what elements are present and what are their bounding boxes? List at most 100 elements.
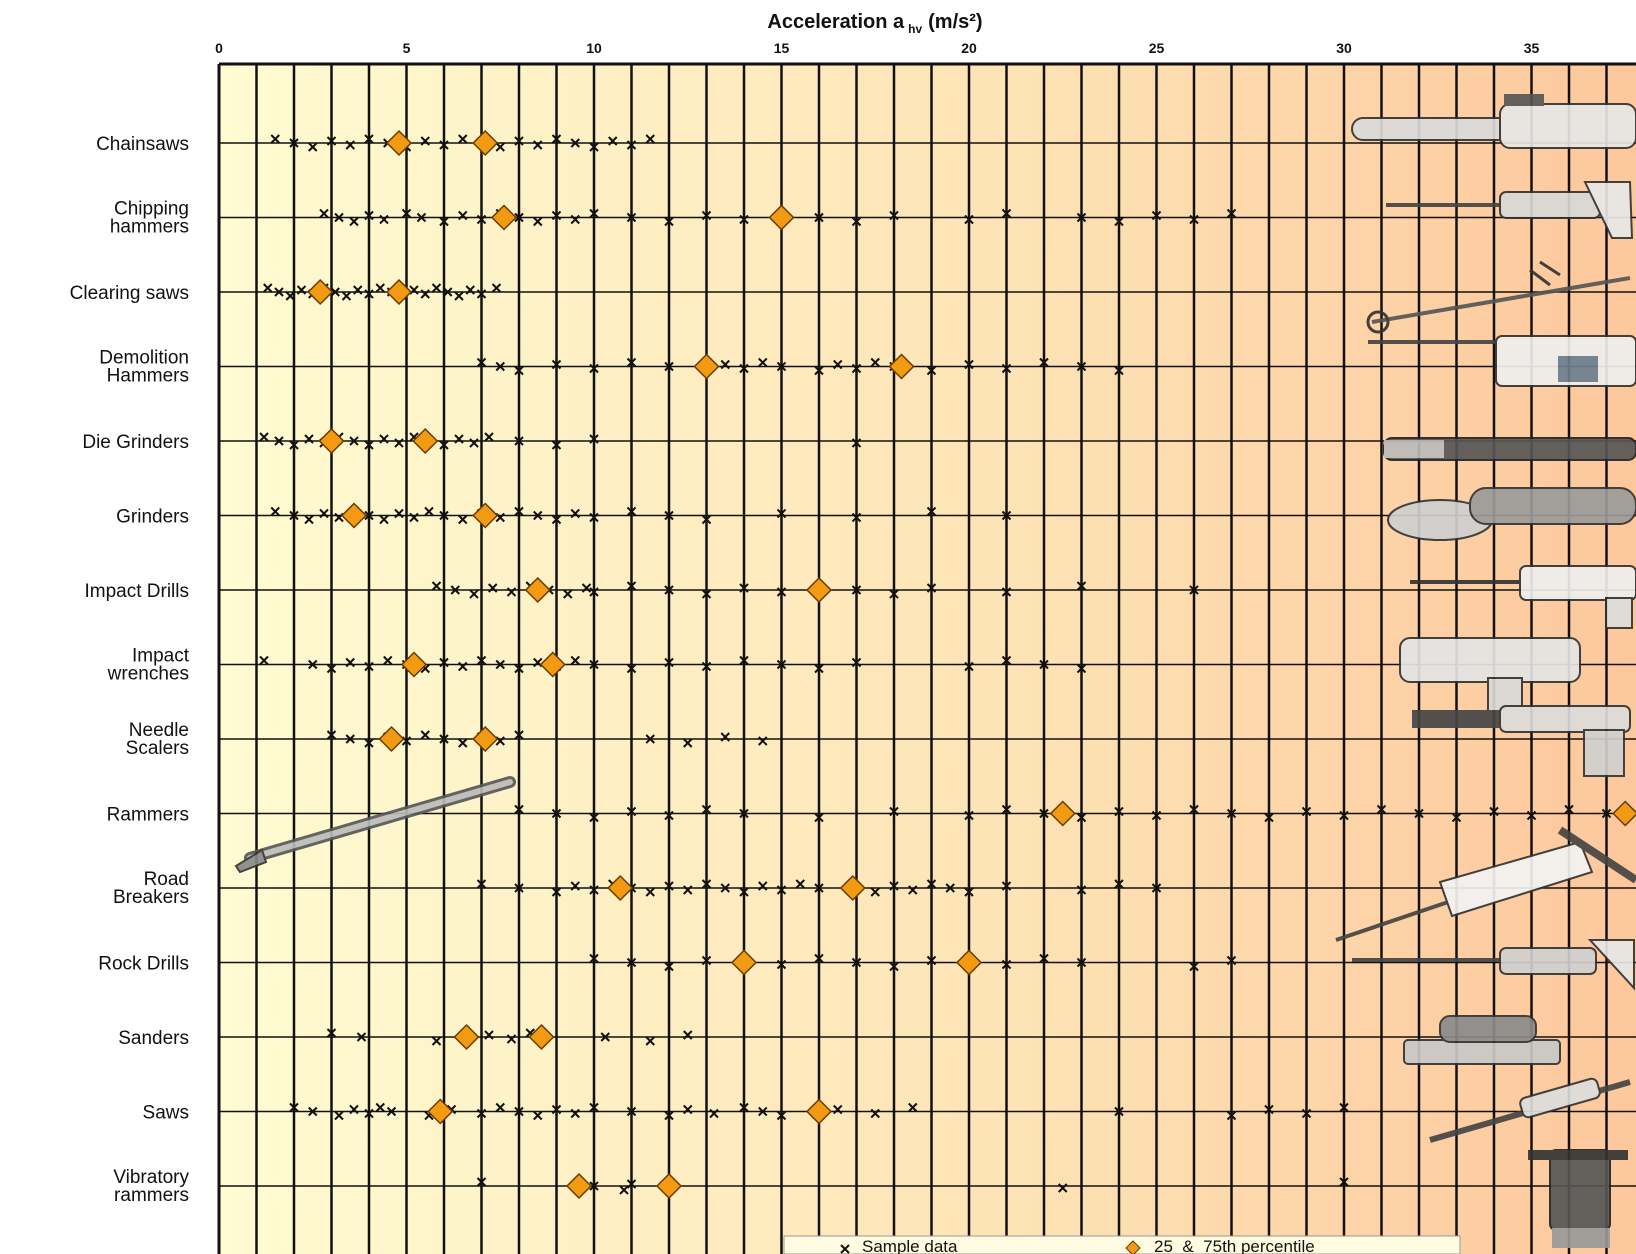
sample-point [626, 581, 637, 591]
sample-point [420, 289, 430, 299]
sample-point [386, 1106, 397, 1117]
sample-point [570, 508, 580, 519]
sample-point [420, 136, 430, 146]
sample-point [814, 365, 824, 376]
sample-point [364, 210, 374, 221]
percentile-markers [307, 129, 1636, 1200]
sample-point [1226, 808, 1237, 819]
sample-point [701, 804, 712, 815]
sample-point [296, 285, 307, 295]
percentile-point [524, 576, 551, 604]
sample-point [469, 438, 479, 448]
sample-point [1114, 806, 1124, 817]
sample-point [1076, 212, 1087, 223]
percentile-point [340, 502, 368, 529]
sample-point [1001, 804, 1012, 815]
sample-point [926, 365, 937, 376]
sample-point [1489, 806, 1499, 817]
sample-point [964, 810, 974, 821]
sample-point [964, 359, 974, 370]
sample-point [709, 1108, 719, 1119]
sample-point [345, 734, 355, 744]
sample-point [1226, 208, 1237, 219]
legend-box [783, 1235, 1461, 1254]
sample-point [326, 730, 337, 740]
sample-point [476, 879, 487, 889]
clearing-saw-icon [1366, 260, 1631, 334]
category-label: Vibratory [113, 1167, 189, 1188]
sample-point [570, 214, 580, 225]
sample-point [1189, 961, 1199, 972]
sample-point [589, 885, 599, 895]
sample-point [851, 363, 862, 374]
sample-point [364, 661, 374, 672]
sample-point [551, 1104, 562, 1115]
sample-point [454, 291, 464, 301]
sample-point [619, 1185, 629, 1195]
category-label: Die Grinders [82, 432, 189, 453]
sample-point [701, 210, 712, 221]
sample-point [776, 885, 787, 895]
sample-point [375, 1102, 385, 1113]
sample-point [514, 730, 524, 740]
sample-point [533, 1110, 543, 1121]
sample-point [851, 438, 862, 448]
sample-point [683, 738, 693, 748]
sample-point [589, 363, 599, 374]
category-label: Sanders [118, 1028, 189, 1049]
sample-point [581, 583, 592, 593]
grinder-icon [1387, 487, 1636, 541]
sample-point [353, 285, 363, 295]
sample-point [308, 142, 318, 152]
sample-point [626, 1106, 637, 1117]
sample-point [626, 357, 637, 368]
sample-point [1151, 883, 1162, 893]
sample-point [383, 655, 393, 666]
sample-point [758, 881, 768, 891]
sample-point [326, 663, 337, 674]
sample-point [739, 583, 749, 593]
sample-point [589, 953, 599, 964]
sample-point [439, 440, 449, 450]
sample-point [409, 512, 419, 523]
sample-point [274, 436, 284, 446]
sample-point [1076, 663, 1087, 674]
sample-point [795, 879, 805, 889]
sample-point [420, 730, 430, 740]
percentile-point [1612, 800, 1636, 827]
percentile-point [607, 874, 634, 902]
sample-point [394, 438, 404, 448]
sample-point [758, 1106, 768, 1117]
sample-point [495, 142, 505, 152]
sample-point [514, 365, 524, 376]
sample-point [514, 1106, 524, 1117]
sample-point [379, 514, 389, 525]
sample-point [514, 883, 524, 893]
percentile-point [453, 1023, 480, 1051]
sample-point [551, 359, 562, 370]
sample-point [589, 142, 599, 152]
sample-point [1114, 1106, 1124, 1117]
sample-point [514, 136, 524, 146]
road-breaker-icon [1335, 826, 1636, 942]
sample-point [439, 734, 449, 744]
sample-point [379, 214, 389, 225]
category-label: Chainsaws [96, 134, 189, 155]
sample-point [416, 212, 427, 223]
sample-point [349, 436, 359, 446]
x-tick-label: 30 [1336, 40, 1352, 56]
sample-point [349, 216, 359, 227]
sample-point [551, 134, 562, 144]
sample-point [330, 287, 340, 297]
sample-point [439, 657, 449, 668]
sample-point [851, 512, 862, 523]
sample-point [870, 1108, 880, 1119]
sample-point [964, 661, 974, 672]
sample-point [1226, 1110, 1237, 1121]
sample-point [1151, 810, 1162, 821]
sample-point [1564, 804, 1574, 815]
sample-point [608, 136, 618, 146]
sample-point [870, 887, 880, 897]
sample-point [870, 357, 880, 368]
